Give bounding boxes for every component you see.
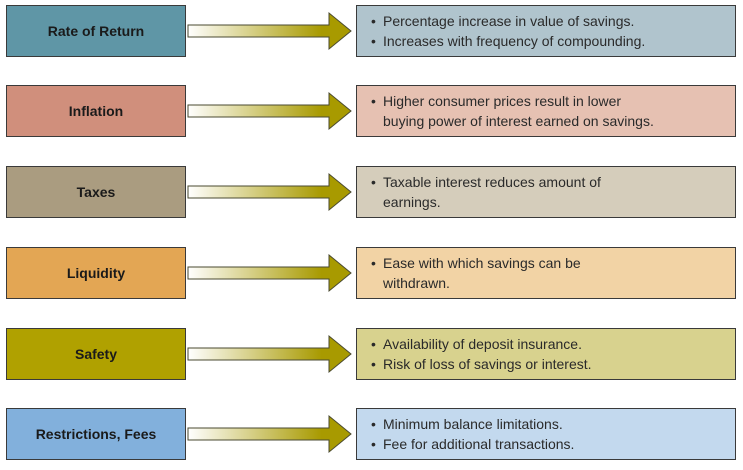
bullet-item: Minimum balance limitations. <box>371 414 725 434</box>
factor-label: Taxes <box>76 184 116 200</box>
factor-label: Rate of Return <box>47 23 145 39</box>
factor-row: Restrictions, Fees Minimum balance limita… <box>0 408 743 464</box>
factor-row: Rate of Return Percentage increase in val… <box>0 5 743 61</box>
factor-label-box: Taxes <box>6 166 186 218</box>
factor-label: Liquidity <box>66 265 126 281</box>
bullet-item: Increases with frequency of compounding. <box>371 31 725 51</box>
bullet-item: Ease with which savings can be <box>371 253 725 273</box>
right-arrow-icon <box>187 11 352 51</box>
factor-description-box: Percentage increase in value of savings.… <box>356 5 736 57</box>
factor-label: Safety <box>74 346 118 362</box>
factor-description-box: Taxable interest reduces amount of earnin… <box>356 166 736 218</box>
bullet-continuation: buying power of interest earned on savin… <box>383 113 654 129</box>
right-arrow-icon <box>187 253 352 293</box>
factor-description-box: Availability of deposit insurance.Risk o… <box>356 328 736 380</box>
right-arrow-icon <box>187 172 352 212</box>
factor-label-box: Inflation <box>6 85 186 137</box>
bullet-item: Percentage increase in value of savings. <box>371 11 725 31</box>
factor-row: Taxes Taxable interest reduces amount of e… <box>0 166 743 222</box>
factor-label: Inflation <box>68 103 124 119</box>
factor-label-box: Liquidity <box>6 247 186 299</box>
factor-row: Inflation Higher consumer prices result i… <box>0 85 743 141</box>
arrow-shape <box>187 11 352 51</box>
arrow-shape <box>187 414 352 454</box>
factor-description-box: Higher consumer prices result in lower bu… <box>356 85 736 137</box>
bullet-item: Fee for additional transactions. <box>371 434 725 454</box>
arrow-shape <box>187 91 352 131</box>
arrow-shape <box>187 172 352 212</box>
factor-label-box: Rate of Return <box>6 5 186 57</box>
factor-row: Liquidity Ease with which savings can be w… <box>0 247 743 303</box>
factor-label-box: Restrictions, Fees <box>6 408 186 460</box>
arrow-shape <box>187 334 352 374</box>
bullet-item: Higher consumer prices result in lower <box>371 91 725 111</box>
arrow-shape <box>187 253 352 293</box>
bullet-item: Availability of deposit insurance. <box>371 334 725 354</box>
factor-row: Safety Availability of deposit insurance.… <box>0 328 743 384</box>
right-arrow-icon <box>187 414 352 454</box>
right-arrow-icon <box>187 91 352 131</box>
bullet-item: Risk of loss of savings or interest. <box>371 354 725 374</box>
factor-description-box: Ease with which savings can be withdrawn. <box>356 247 736 299</box>
bullet-item: Taxable interest reduces amount of <box>371 172 725 192</box>
bullet-continuation: earnings. <box>383 194 441 210</box>
factor-label-box: Safety <box>6 328 186 380</box>
bullet-continuation: withdrawn. <box>383 275 450 291</box>
right-arrow-icon <box>187 334 352 374</box>
factor-description-box: Minimum balance limitations.Fee for addi… <box>356 408 736 460</box>
factor-label: Restrictions, Fees <box>35 426 157 442</box>
